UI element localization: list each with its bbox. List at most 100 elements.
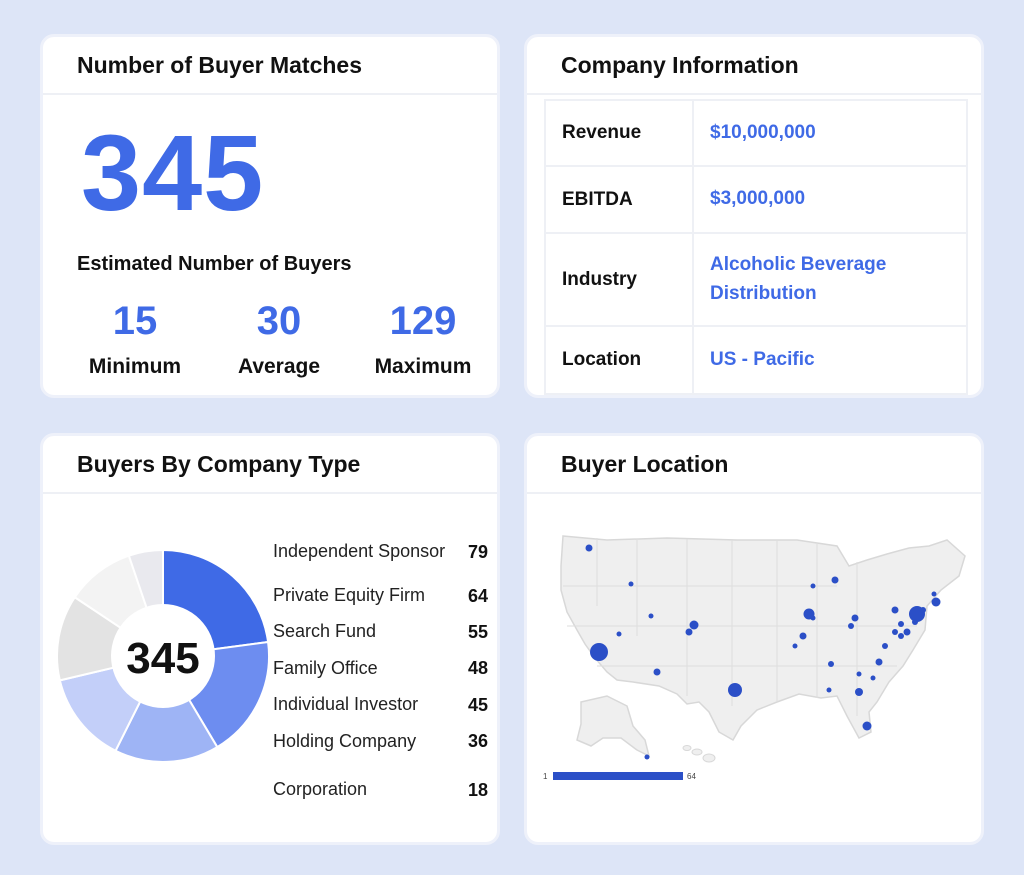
company-info-card: Company Information Revenue $10,000,000 …	[524, 34, 984, 398]
map-marker	[653, 668, 661, 676]
stat-minimum: 15 Minimum	[65, 299, 205, 379]
buyer-matches-title: Number of Buyer Matches	[43, 37, 497, 95]
location-value: US - Pacific	[692, 325, 968, 395]
map-marker	[855, 688, 863, 696]
map-marker	[931, 591, 937, 597]
donut-hole	[111, 604, 215, 708]
legend-label: Search Fund	[273, 621, 377, 642]
legend-value: 18	[467, 779, 488, 800]
map-marker	[862, 721, 872, 731]
map-marker	[810, 583, 816, 589]
table-row: EBITDA $3,000,000	[544, 165, 968, 234]
legend-label: Independent Sponsor	[273, 541, 446, 562]
map-marker	[920, 607, 926, 613]
map-marker	[892, 629, 898, 635]
state-borders	[563, 538, 917, 716]
legend-item: Individual Investor 45	[273, 687, 488, 723]
stat-minimum-value: 15	[112, 299, 158, 343]
company-type-donut: 345	[56, 548, 270, 763]
donut-slice	[114, 653, 219, 763]
map-marker	[882, 643, 888, 649]
stat-maximum-value: 129	[389, 299, 457, 343]
ebitda-key: EBITDA	[544, 165, 694, 234]
location-markers	[585, 544, 941, 760]
legend-label: Private Equity Firm	[273, 585, 426, 606]
map-marker	[828, 661, 834, 667]
map-marker	[875, 658, 883, 666]
legend-item: Holding Company 36	[273, 723, 488, 760]
map-marker	[585, 544, 593, 552]
ebitda-value: $3,000,000	[692, 165, 968, 234]
map-marker	[799, 632, 807, 640]
legend-item: Independent Sponsor 79	[273, 526, 488, 578]
legend-label: Corporation	[273, 779, 368, 800]
legend-label: Individual Investor	[273, 694, 419, 715]
donut-center-total: 345	[126, 634, 199, 683]
company-type-card: Buyers By Company Type 345 Independent S…	[40, 433, 500, 845]
alaska-shape	[576, 695, 651, 758]
legend-value: 55	[467, 621, 488, 642]
map-marker	[590, 643, 608, 661]
map-marker	[870, 675, 876, 681]
stat-average-value: 30	[256, 299, 302, 343]
map-marker	[616, 631, 622, 637]
stat-maximum-label: Maximum	[374, 355, 472, 378]
legend-item: Private Equity Firm 64	[273, 578, 488, 614]
buyer-location-title: Buyer Location	[527, 436, 981, 494]
total-buyers-number: 345	[81, 112, 265, 233]
stat-average: 30 Average	[209, 299, 349, 379]
size-scale-bar	[553, 772, 683, 780]
us-mainland-shape	[560, 535, 966, 742]
map-marker	[628, 581, 634, 587]
legend-item: Family Office 48	[273, 650, 488, 687]
company-type-legend: Independent Sponsor 79 Private Equity Fi…	[273, 526, 488, 820]
company-type-title: Buyers By Company Type	[43, 436, 497, 494]
legend-label: Family Office	[273, 657, 378, 678]
map-marker	[848, 623, 854, 629]
map-marker	[856, 671, 862, 677]
stat-minimum-label: Minimum	[88, 355, 182, 378]
buyer-location-map: 1 64	[543, 535, 966, 781]
company-info-title: Company Information	[527, 37, 981, 95]
map-marker	[685, 628, 693, 636]
stat-maximum: 129 Maximum	[353, 299, 493, 379]
hawaii-shape	[682, 745, 716, 763]
scale-max-label: 64	[687, 772, 696, 781]
map-marker	[648, 613, 654, 619]
buyer-matches-card: Number of Buyer Matches 345 Estimated Nu…	[40, 34, 500, 398]
legend-item: Search Fund 55	[273, 614, 488, 650]
revenue-value: $10,000,000	[692, 99, 968, 167]
legend-value: 64	[467, 585, 488, 606]
table-row: Revenue $10,000,000	[544, 99, 968, 167]
legend-label: Holding Company	[273, 730, 417, 751]
map-marker	[644, 754, 650, 760]
map-marker	[728, 683, 742, 697]
map-marker	[912, 619, 918, 625]
map-marker	[831, 576, 839, 584]
stat-average-label: Average	[237, 355, 321, 378]
map-marker	[891, 606, 899, 614]
table-row: Industry Alcoholic Beverage Distribution	[544, 232, 968, 327]
company-info-table: Revenue $10,000,000 EBITDA $3,000,000 In…	[544, 99, 968, 395]
industry-key: Industry	[544, 232, 694, 327]
table-row: Location US - Pacific	[544, 325, 968, 395]
map-marker	[792, 643, 798, 649]
location-key: Location	[544, 325, 694, 395]
scale-min-label: 1	[543, 772, 548, 781]
legend-value: 79	[467, 541, 488, 562]
legend-item: Corporation 18	[273, 760, 488, 820]
map-marker	[931, 597, 941, 607]
buyer-location-card: Buyer Location	[524, 433, 984, 845]
estimated-buyers-label: Estimated Number of Buyers	[77, 253, 352, 275]
industry-value: Alcoholic Beverage Distribution	[692, 232, 968, 327]
map-marker	[689, 620, 699, 630]
legend-value: 45	[467, 694, 488, 715]
map-marker	[898, 621, 904, 627]
map-marker	[851, 614, 859, 622]
legend-value: 36	[467, 731, 488, 751]
map-marker	[898, 633, 904, 639]
map-marker	[826, 687, 832, 693]
map-marker	[803, 608, 815, 620]
revenue-key: Revenue	[544, 99, 694, 167]
map-marker	[903, 628, 911, 636]
